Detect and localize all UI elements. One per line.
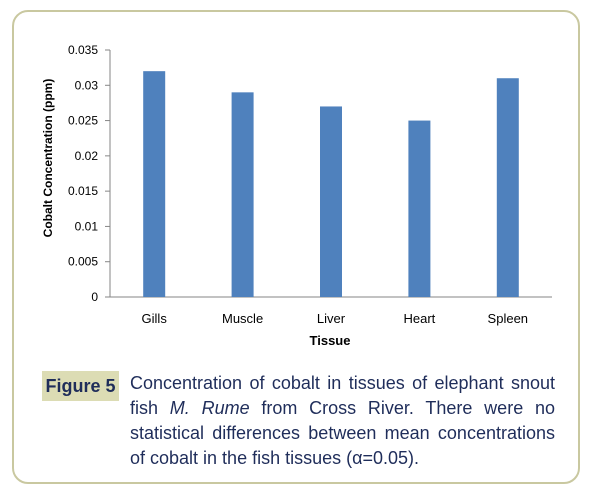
x-tick-label-gills: Gills: [142, 311, 168, 326]
caption-species: M. Rume: [169, 398, 250, 418]
y-tick-label: 0.03: [75, 78, 99, 92]
x-axis-labels: Gills Muscle Liver Heart Spleen: [142, 311, 528, 326]
bar-spleen: [496, 78, 519, 297]
bar-muscle: [231, 92, 254, 297]
bar-chart: 0 0.005 0.01 0.015 0.02 0.025 0.03 0.035 Gills M…: [41, 43, 552, 348]
caption-text-end: from Cross River. There were no statisti…: [130, 398, 555, 468]
x-tick-label-liver: Liver: [317, 311, 346, 326]
y-tick-label: 0.01: [75, 219, 99, 233]
y-tick-label: 0.035: [68, 43, 98, 57]
x-tick-label-heart: Heart: [404, 311, 436, 326]
y-tick-label: 0.005: [68, 255, 98, 269]
figure-label: Figure 5: [42, 371, 119, 401]
figure-caption: Concentration of cobalt in tissues of el…: [130, 371, 555, 471]
y-axis-title: Cobalt Concentration (ppm): [41, 79, 55, 238]
bars-group: [143, 71, 519, 298]
y-tick-label: 0.025: [68, 114, 98, 128]
caption-text-start: Concentration of cobalt in tissues of el…: [130, 373, 555, 418]
y-tick-label: 0.015: [68, 184, 98, 198]
x-axis-title: Tissue: [310, 333, 351, 348]
bar-gills: [143, 71, 166, 298]
y-tick-label: 0: [91, 290, 98, 304]
bar-heart: [408, 120, 431, 297]
figure-frame: [12, 10, 580, 484]
x-tick-label-muscle: Muscle: [222, 311, 263, 326]
y-axis-ticks: 0 0.005 0.01 0.015 0.02 0.025 0.03 0.035: [68, 43, 110, 304]
x-tick-label-spleen: Spleen: [488, 311, 528, 326]
bar-liver: [320, 106, 342, 297]
y-tick-label: 0.02: [75, 149, 99, 163]
